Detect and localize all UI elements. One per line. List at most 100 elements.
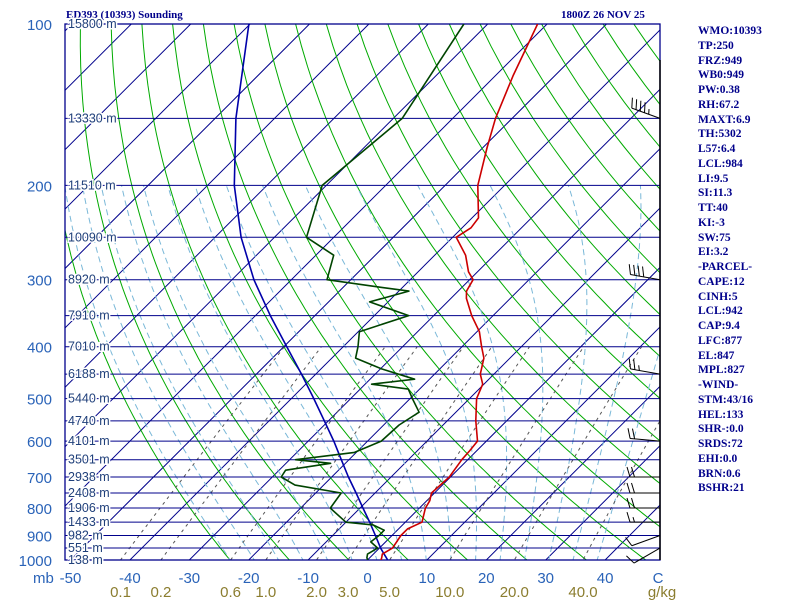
- dry-adiabat: [264, 24, 647, 560]
- height-label: 4101 m: [68, 434, 110, 448]
- isotherm: [485, 385, 660, 560]
- wind-barbs: [625, 97, 661, 564]
- index-item: TH:5302: [698, 128, 742, 141]
- isobars: [64, 23, 661, 561]
- height-label: 982 m: [68, 528, 103, 542]
- moist-adiabat: [596, 346, 660, 560]
- moist-adiabat: [262, 185, 427, 560]
- index-item: CINH:5: [698, 290, 738, 303]
- isotherm: [65, 24, 489, 448]
- index-item: STM:43/16: [698, 393, 753, 406]
- index-item: MAXT:6.9: [698, 113, 751, 126]
- dry-adiabat: [479, 24, 660, 274]
- isotherm: [65, 24, 192, 151]
- index-item: TT:40: [698, 202, 728, 214]
- index-item: HEL:133: [698, 408, 744, 421]
- wind-barb: [627, 428, 661, 442]
- height-label-halo: 1433 m: [68, 515, 110, 529]
- index-item: FRZ:949: [698, 54, 743, 67]
- dry-adiabat: [79, 24, 291, 560]
- indices-panel: WMO:10393 TP:250 FRZ:949 WB0:949 PW:0.38 RH:6…: [698, 24, 798, 496]
- mixing-ratio-label: 3.0: [338, 584, 359, 600]
- moist-adiabat: [304, 185, 452, 560]
- wind-barb: [625, 535, 661, 547]
- moist-adiabat: [225, 185, 403, 560]
- height-label-halo: 7010 m: [68, 340, 110, 354]
- isotherm: [65, 24, 548, 507]
- temperature-tick-label: -10: [297, 570, 319, 587]
- height-label-halo: 3501 m: [68, 453, 110, 467]
- index-item: L57:6.4: [698, 143, 736, 155]
- moist-adiabat: [121, 185, 304, 560]
- moist-adiabat: [65, 185, 231, 560]
- temperature-tick-label: 20: [478, 570, 495, 587]
- wind-barb: [628, 264, 661, 281]
- mixing-ratio-line: [347, 346, 493, 560]
- index-item: BSHR:21: [698, 482, 745, 495]
- dry-adiabat: [387, 24, 660, 400]
- mixing-ratio-line: [315, 346, 464, 560]
- isotherm: [544, 444, 660, 560]
- moist-adiabat: [417, 185, 508, 560]
- index-item: EI:3.2: [698, 246, 729, 259]
- index-item: PW:0.38: [698, 84, 740, 96]
- temperature-tick-label: 0: [363, 570, 371, 587]
- index-item: LI:9.5: [698, 172, 729, 185]
- temperature-tick-label: -40: [119, 570, 141, 587]
- wind-barb: [631, 97, 661, 119]
- height-label-halo: 10090 m: [68, 230, 117, 244]
- index-item: LCL:942: [698, 305, 743, 318]
- index-item: TP:250: [698, 39, 734, 52]
- height-label: 1433 m: [68, 515, 110, 529]
- pressure-tick-label: 200: [27, 178, 52, 195]
- mixing-ratio-label: 0.2: [150, 584, 171, 600]
- mixing-ratio-line: [160, 346, 322, 560]
- sounding-title: ED393 (10393) Sounding: [66, 9, 183, 21]
- mixing-ratio-line: [582, 419, 660, 560]
- mixing-ratio-line: [229, 346, 386, 560]
- height-label: 2938 m: [68, 470, 110, 484]
- temperature-tick-label: -20: [238, 570, 260, 587]
- temperature-tick-label: -50: [60, 570, 82, 587]
- sounding-profiles: [233, 24, 539, 560]
- height-label-halo: 7910 m: [68, 309, 110, 323]
- index-item: MPL:827: [698, 364, 745, 377]
- mixing-ratio-line: [265, 346, 418, 560]
- pressure-tick-label: 900: [27, 528, 52, 545]
- height-label-halo: 2938 m: [68, 470, 110, 484]
- wind-barb: [626, 482, 660, 494]
- height-label-halo: 4101 m: [68, 434, 110, 448]
- pressure-tick-label: 400: [27, 340, 52, 357]
- pressure-tick-label: 1000: [19, 553, 52, 570]
- mixing-ratio-line: [513, 346, 643, 560]
- pressure-unit-label: mb: [33, 570, 54, 587]
- height-label: 4740 m: [68, 414, 110, 428]
- moist-adiabat: [548, 185, 588, 560]
- wind-barb: [626, 547, 661, 564]
- index-item: SRDS:72: [698, 438, 743, 450]
- wind-barb: [626, 466, 660, 478]
- isotherm: [65, 24, 310, 270]
- plot-frame: [64, 23, 661, 561]
- height-label: 11510 m: [68, 178, 116, 192]
- height-label: 7010 m: [68, 340, 110, 354]
- temperature-tick-label: -30: [178, 570, 200, 587]
- height-label: 3501 m: [68, 453, 110, 467]
- index-item: LCL:984: [698, 157, 743, 170]
- mixing-ratio-label: 20.0: [500, 584, 529, 600]
- isotherm: [69, 24, 607, 560]
- isotherm: [0, 24, 13, 571]
- mixing-ratio-line: [389, 346, 530, 560]
- mixing-ratio-label: 2.0: [306, 584, 327, 600]
- index-item: CAP:9.4: [698, 320, 740, 332]
- height-label-halo: 5440 m: [68, 392, 110, 406]
- moist-adiabat: [82, 185, 255, 560]
- wind-barb: [626, 512, 660, 523]
- pressure-tick-label: 100: [27, 17, 52, 34]
- height-label-halo: 2408 m: [68, 486, 110, 500]
- dry-adiabat: [356, 24, 660, 442]
- height-label-halo: 11510 m: [68, 178, 116, 192]
- isotherm: [307, 207, 660, 560]
- height-label: 10090 m: [68, 230, 117, 244]
- index-item: WB0:949: [698, 69, 744, 82]
